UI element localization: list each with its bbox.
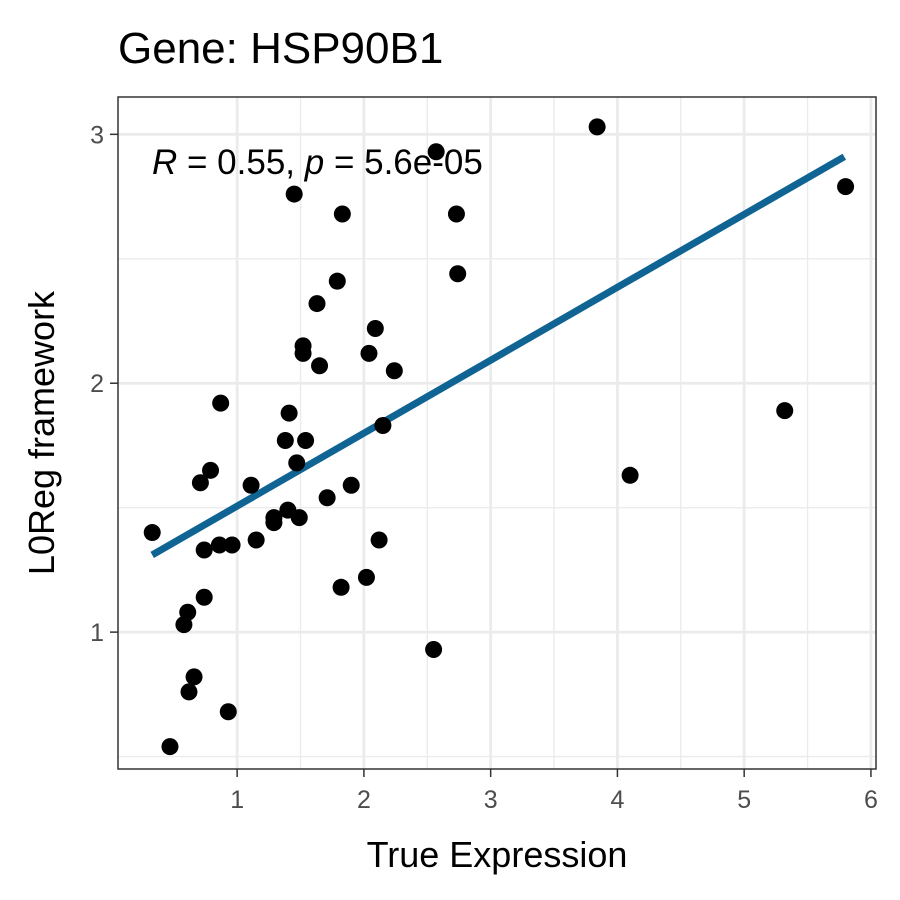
scatter-point [210,536,228,554]
scatter-point [449,265,467,283]
scatter-point [223,536,241,554]
y-axis: 1 2 3 [90,121,118,647]
scatter-point [202,461,220,479]
x-tick-label: 6 [864,786,878,814]
regression-line [150,153,847,558]
y-tick-label: 2 [90,370,104,398]
scatter-point [357,568,375,586]
scatter-point [328,272,346,290]
scatter-point [366,319,384,337]
y-tick-label: 3 [90,121,104,149]
scatter-point [265,514,283,532]
scatter-point [276,431,294,449]
scatter-point [185,668,203,686]
plot-title: Gene: HSP90B1 [118,24,443,73]
r-value: = 0.55, [177,143,304,182]
y-axis-title: L0Reg framework [21,290,62,575]
x-tick-label: 1 [230,786,244,814]
scatter-point [427,143,445,161]
scatter-point [191,474,209,492]
correlation-annotation: R = 0.55, p = 5.6e-05 [152,143,483,182]
x-tick-label: 5 [737,786,751,814]
x-tick-label: 4 [610,786,624,814]
p-value: = 5.6e-05 [324,143,483,182]
plot-panel [118,97,876,769]
scatter-point [161,738,179,756]
p-symbol: p [304,143,324,182]
x-tick-label: 2 [357,786,371,814]
x-tick-label: 3 [484,786,498,814]
scatter-point [837,178,855,196]
minor-gridlines [118,97,876,769]
scatter-point [242,476,260,494]
scatter-point [308,295,326,313]
scatter-point [143,524,161,542]
scatter-point [297,431,315,449]
r-symbol: R [152,143,177,182]
scatter-point [179,603,197,621]
scatter-point [318,489,336,507]
scatter-point [280,404,298,422]
scatter-point [247,531,265,549]
y-tick-label: 1 [90,619,104,647]
regression-line-layer [150,153,847,558]
scatter-point [370,531,388,549]
scatter-point [342,476,360,494]
data-points [143,118,855,756]
scatter-point [285,185,303,203]
scatter-point [195,588,213,606]
scatter-point [195,541,213,559]
scatter-point [776,402,794,420]
scatter-point [588,118,606,136]
scatter-point [288,454,306,472]
scatter-point [374,417,392,435]
x-axis: 1 2 3 4 5 6 [230,769,878,814]
scatter-point [290,509,308,527]
panel-border [117,96,877,770]
scatter-point [311,357,329,375]
scatter-point [219,703,237,721]
scatter-point [621,466,639,484]
scatter-point [180,683,198,701]
x-axis-title: True Expression [367,834,628,875]
scatter-point [360,344,378,362]
scatter-point [425,641,443,659]
scatter-point [212,394,230,412]
scatter-point [332,578,350,596]
scatter-point [385,362,403,380]
scatter-point [447,205,465,223]
scatter-point [333,205,351,223]
scatter-point [294,344,312,362]
